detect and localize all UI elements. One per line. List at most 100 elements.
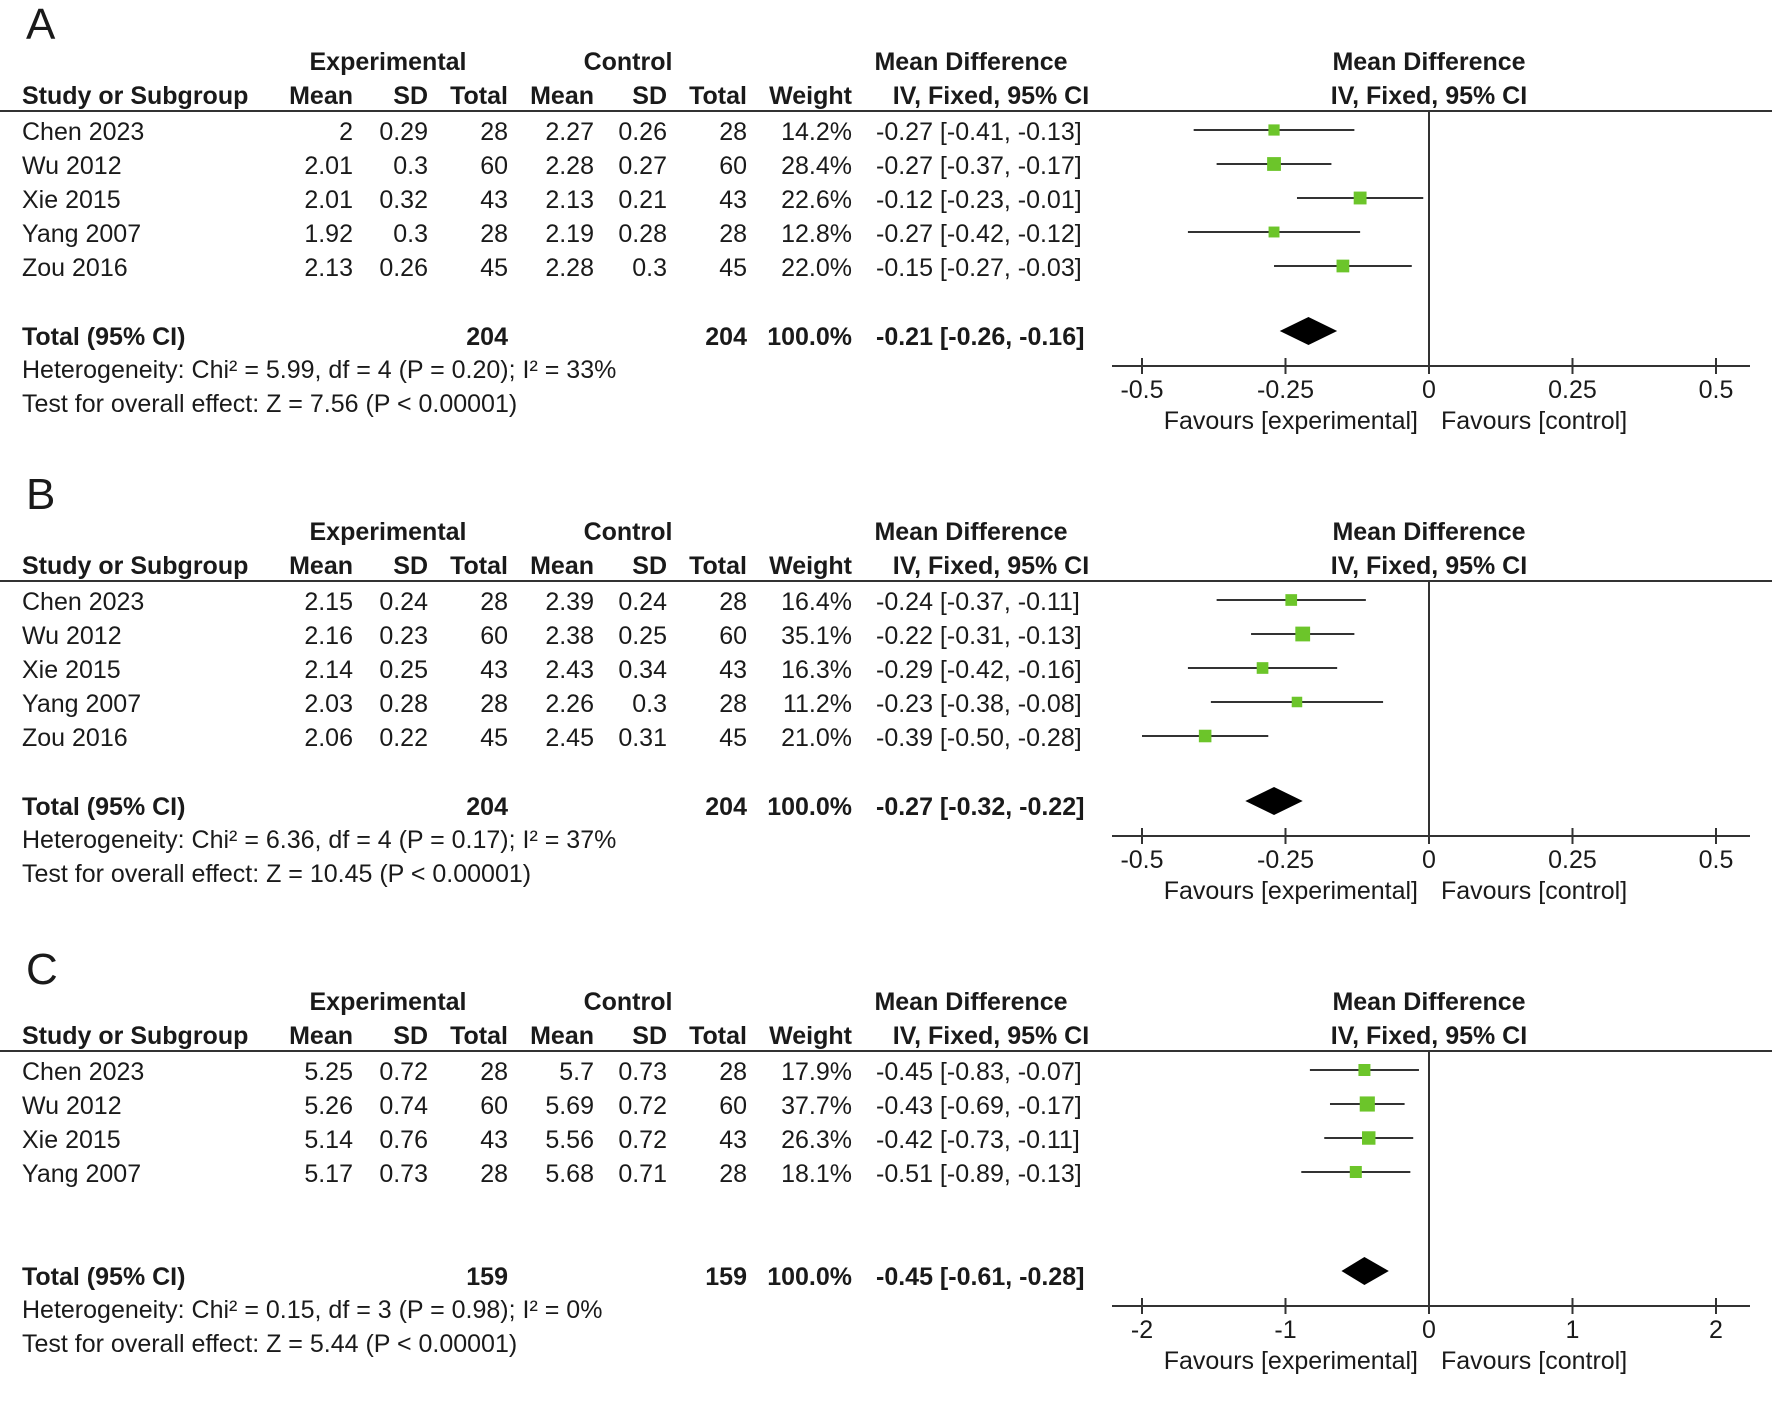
weight: 22.6% (781, 186, 852, 214)
ctrl-mean: 5.68 (545, 1160, 594, 1188)
col-c-total: Total (689, 552, 747, 580)
ctrl-sd: 0.27 (618, 152, 667, 180)
effect-marker (1349, 1165, 1362, 1179)
exp-total: 43 (480, 186, 508, 214)
weight: 37.7% (781, 1092, 852, 1120)
exp-sd: 0.23 (379, 622, 428, 650)
total-weight: 100.0% (767, 793, 852, 821)
effect-marker (1295, 626, 1311, 642)
ctrl-total: 60 (719, 622, 747, 650)
col-study: Study or Subgroup (22, 1022, 249, 1050)
overall-effect: Test for overall effect: Z = 10.45 (P < … (22, 860, 532, 888)
total-weight: 100.0% (767, 1263, 852, 1291)
effect-marker (1267, 157, 1281, 171)
exp-mean: 2.01 (304, 186, 353, 214)
exp-sd: 0.25 (379, 656, 428, 684)
header-mean-difference: Mean Difference (874, 988, 1068, 1016)
col-study: Study or Subgroup (22, 82, 249, 110)
heterogeneity: Heterogeneity: Chi² = 0.15, df = 3 (P = … (22, 1296, 603, 1324)
heterogeneity: Heterogeneity: Chi² = 5.99, df = 4 (P = … (22, 356, 617, 384)
exp-total: 43 (480, 656, 508, 684)
effect-marker (1336, 259, 1350, 273)
exp-total: 45 (480, 254, 508, 282)
study-name: Yang 2007 (22, 220, 142, 248)
ctrl-total: 45 (719, 254, 747, 282)
total-weight: 100.0% (767, 323, 852, 351)
col-c-mean: Mean (530, 1022, 594, 1050)
exp-total: 45 (480, 724, 508, 752)
ctrl-sd: 0.34 (618, 656, 667, 684)
ctrl-total: 28 (719, 690, 747, 718)
ctrl-total: 43 (719, 1126, 747, 1154)
ctrl-sd: 0.73 (618, 1058, 667, 1086)
x-tick-label: 0 (1422, 376, 1436, 404)
study-name: Yang 2007 (22, 1160, 142, 1188)
header-experimental: Experimental (309, 988, 467, 1016)
total-exp: 159 (466, 1263, 508, 1291)
exp-mean: 2 (339, 118, 353, 146)
effect-marker (1285, 594, 1298, 606)
ctrl-total: 43 (719, 656, 747, 684)
weight: 26.3% (781, 1126, 852, 1154)
forest-plot: -0.5 -0.25 0 0.25 0.5 (1112, 112, 1750, 404)
ctrl-sd: 0.3 (632, 254, 667, 282)
mean-difference-ci: -0.15 [-0.27, -0.03] (876, 254, 1082, 282)
exp-total: 28 (480, 220, 508, 248)
col-ci: IV, Fixed, 95% CI (892, 82, 1090, 110)
effect-marker (1268, 226, 1280, 238)
effect-marker (1268, 124, 1280, 136)
ctrl-mean: 2.26 (545, 690, 594, 718)
col-c-mean: Mean (530, 552, 594, 580)
col-c-sd: SD (632, 552, 667, 580)
col-weight: Weight (769, 1022, 852, 1050)
ctrl-mean: 5.7 (559, 1058, 594, 1086)
ctrl-mean: 2.27 (545, 118, 594, 146)
total-exp: 204 (466, 323, 508, 351)
header-plot-mean-difference: Mean Difference (1332, 48, 1526, 76)
panel-b: B Experimental Control Mean Difference Mean … (0, 470, 1772, 940)
ctrl-sd: 0.28 (618, 220, 667, 248)
col-plot-ci: IV, Fixed, 95% CI (1330, 552, 1528, 580)
total-ctrl: 159 (705, 1263, 747, 1291)
study-name: Wu 2012 (22, 622, 122, 650)
panel-letter: B (26, 470, 56, 519)
study-name: Wu 2012 (22, 1092, 122, 1120)
exp-total: 28 (480, 588, 508, 616)
col-e-sd: SD (393, 552, 428, 580)
ctrl-total: 45 (719, 724, 747, 752)
effect-marker (1359, 1096, 1375, 1112)
ctrl-total: 28 (719, 118, 747, 146)
pooled-diamond (1279, 317, 1338, 345)
ctrl-mean: 2.19 (545, 220, 594, 248)
exp-sd: 0.73 (379, 1160, 428, 1188)
mean-difference-ci: -0.43 [-0.69, -0.17] (876, 1092, 1082, 1120)
ctrl-mean: 2.45 (545, 724, 594, 752)
ctrl-total: 28 (719, 1160, 747, 1188)
exp-sd: 0.22 (379, 724, 428, 752)
exp-sd: 0.29 (379, 118, 428, 146)
ctrl-total: 60 (719, 152, 747, 180)
panel-a: A Experimental Control Mean Difference Mean … (0, 0, 1772, 470)
weight: 28.4% (781, 152, 852, 180)
pooled-diamond (1341, 1257, 1389, 1285)
x-tick-label: -1 (1274, 1316, 1296, 1344)
exp-sd: 0.28 (379, 690, 428, 718)
col-c-sd: SD (632, 1022, 667, 1050)
exp-sd: 0.76 (379, 1126, 428, 1154)
mean-difference-ci: -0.23 [-0.38, -0.08] (876, 690, 1082, 718)
exp-sd: 0.3 (393, 220, 428, 248)
total-exp: 204 (466, 793, 508, 821)
study-name: Zou 2016 (22, 724, 128, 752)
col-c-total: Total (689, 82, 747, 110)
ctrl-mean: 2.28 (545, 152, 594, 180)
total-ci: -0.27 [-0.32, -0.22] (876, 793, 1085, 821)
panel-letter: C (26, 945, 58, 994)
effect-marker (1198, 729, 1212, 743)
effect-marker (1358, 1064, 1371, 1076)
mean-difference-ci: -0.45 [-0.83, -0.07] (876, 1058, 1082, 1086)
x-tick-label: 0 (1422, 1316, 1436, 1344)
mean-difference-ci: -0.51 [-0.89, -0.13] (876, 1160, 1082, 1188)
effect-marker (1361, 1131, 1376, 1145)
exp-sd: 0.3 (393, 152, 428, 180)
effect-marker (1256, 662, 1269, 674)
